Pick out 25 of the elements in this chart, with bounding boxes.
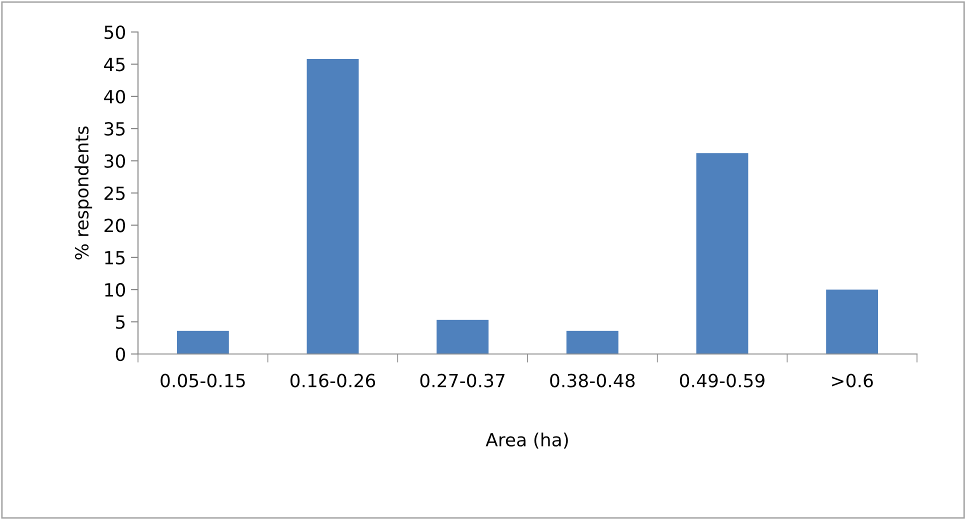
- y-axis-title: % respondents: [74, 126, 92, 260]
- bar: [566, 330, 618, 354]
- x-tick-label: 0.38-0.48: [550, 374, 635, 388]
- x-axis-title: Area (ha): [486, 432, 568, 449]
- x-tick-label: 0.27-0.37: [420, 374, 504, 388]
- y-tick-label: 30: [104, 154, 125, 168]
- bar: [436, 320, 489, 354]
- bar: [176, 330, 229, 354]
- y-tick-label: 45: [104, 58, 125, 72]
- y-tick-label: 20: [104, 218, 125, 232]
- x-tick-label: >0.6: [832, 374, 873, 388]
- bar: [826, 290, 878, 354]
- y-tick-label: 50: [104, 25, 125, 40]
- bar: [306, 59, 359, 354]
- y-tick-label: 35: [104, 122, 125, 136]
- y-tick-label: 10: [105, 283, 125, 297]
- y-tick-label: 25: [104, 186, 125, 200]
- y-tick-label: 40: [104, 90, 125, 104]
- x-tick-label: 0.16-0.26: [290, 374, 376, 388]
- y-tick-label: 0: [116, 347, 125, 362]
- y-tick-label: 15: [105, 251, 125, 265]
- x-tick-label: 0.49-0.59: [680, 374, 764, 388]
- x-tick-label: 0.05-0.15: [160, 374, 245, 388]
- bar: [696, 153, 748, 354]
- y-tick-label: 5: [116, 315, 125, 329]
